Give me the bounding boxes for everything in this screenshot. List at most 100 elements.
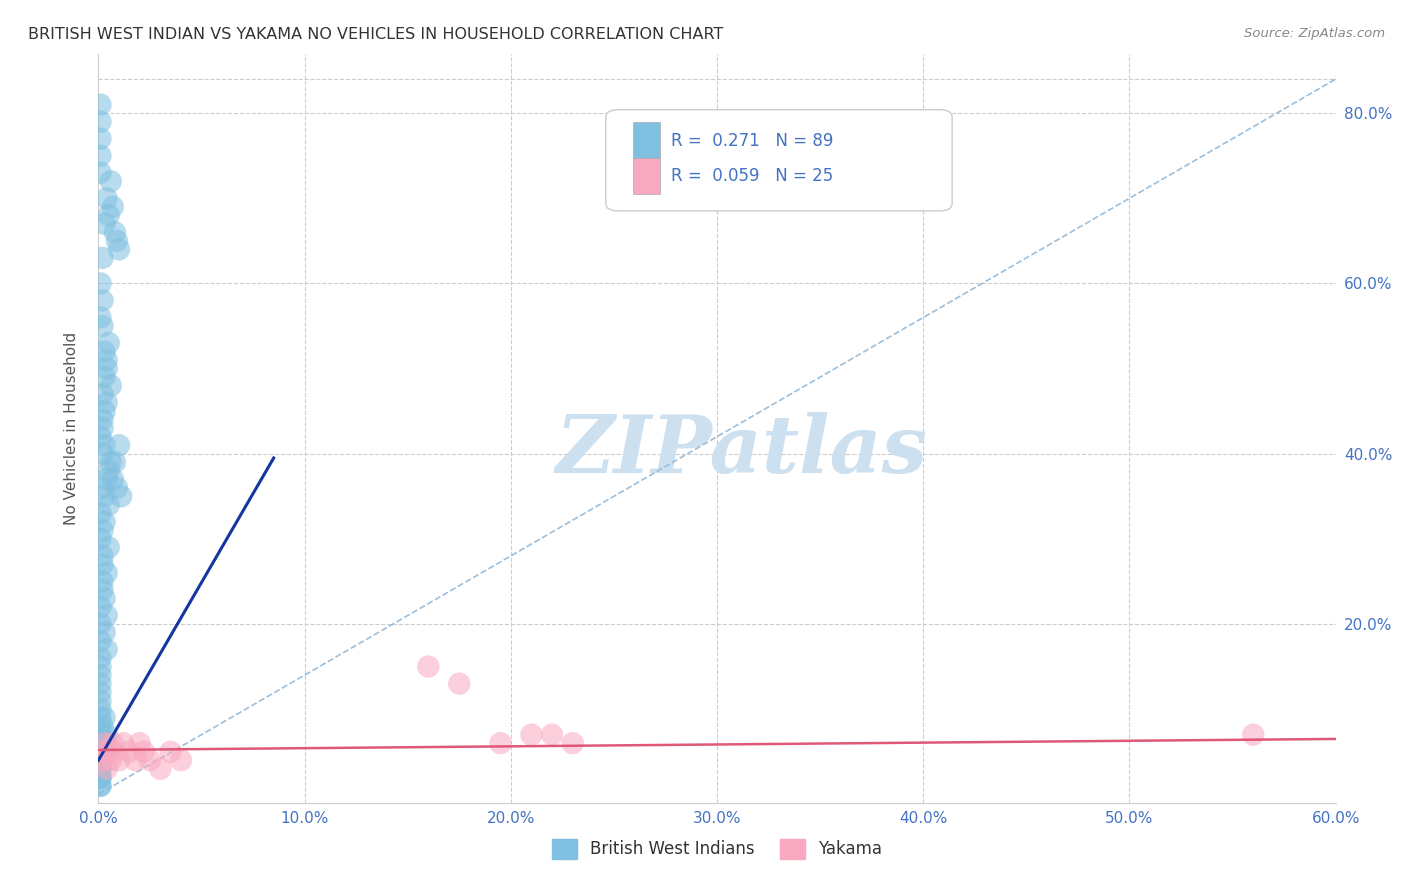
Point bbox=[96, 728, 118, 742]
Point bbox=[91, 745, 114, 759]
Point bbox=[89, 277, 111, 291]
Y-axis label: No Vehicles in Household: No Vehicles in Household bbox=[65, 332, 79, 524]
Text: R =  0.059   N = 25: R = 0.059 N = 25 bbox=[671, 168, 834, 186]
Point bbox=[89, 753, 111, 767]
Point bbox=[100, 378, 122, 392]
Point bbox=[100, 174, 122, 188]
Text: R =  0.271   N = 89: R = 0.271 N = 89 bbox=[671, 132, 834, 150]
Point bbox=[89, 131, 111, 145]
Point bbox=[89, 693, 111, 707]
Point bbox=[89, 745, 111, 759]
Point bbox=[89, 114, 111, 128]
Point bbox=[89, 762, 111, 776]
Point bbox=[93, 404, 115, 418]
Point bbox=[89, 711, 111, 725]
Point bbox=[89, 532, 111, 546]
Point bbox=[89, 149, 111, 163]
Point bbox=[96, 361, 118, 376]
Point bbox=[91, 549, 114, 563]
Point bbox=[561, 736, 583, 750]
Point bbox=[97, 745, 120, 759]
Point bbox=[101, 472, 124, 486]
Point bbox=[93, 736, 115, 750]
Point bbox=[89, 762, 111, 776]
Point bbox=[89, 430, 111, 444]
Point bbox=[91, 251, 114, 265]
Point bbox=[91, 387, 114, 401]
Point bbox=[104, 745, 127, 759]
Point bbox=[89, 719, 111, 733]
Point bbox=[91, 318, 114, 333]
FancyBboxPatch shape bbox=[606, 110, 952, 211]
Point bbox=[96, 566, 118, 580]
Point bbox=[89, 685, 111, 699]
Point bbox=[89, 753, 111, 767]
Point bbox=[89, 779, 111, 793]
Point bbox=[91, 582, 114, 597]
Point bbox=[110, 489, 132, 503]
Point bbox=[449, 676, 471, 690]
Point bbox=[89, 745, 111, 759]
Point bbox=[96, 395, 118, 409]
Point bbox=[489, 736, 512, 750]
Point bbox=[96, 642, 118, 657]
Point bbox=[93, 370, 115, 384]
Point bbox=[89, 97, 111, 112]
Point bbox=[91, 558, 114, 572]
Point bbox=[89, 166, 111, 180]
Point bbox=[89, 728, 111, 742]
Point bbox=[520, 728, 543, 742]
Point bbox=[89, 659, 111, 673]
Point bbox=[89, 310, 111, 325]
Point bbox=[418, 659, 440, 673]
Point bbox=[93, 515, 115, 529]
Point bbox=[91, 481, 114, 495]
Point bbox=[89, 668, 111, 682]
Point bbox=[97, 336, 120, 351]
Point bbox=[89, 736, 111, 750]
Point bbox=[89, 770, 111, 784]
Point bbox=[101, 736, 124, 750]
Point bbox=[89, 634, 111, 648]
Point bbox=[149, 762, 172, 776]
Text: BRITISH WEST INDIAN VS YAKAMA NO VEHICLES IN HOUSEHOLD CORRELATION CHART: BRITISH WEST INDIAN VS YAKAMA NO VEHICLE… bbox=[28, 27, 724, 42]
Point bbox=[104, 455, 127, 469]
Point bbox=[89, 702, 111, 716]
Point bbox=[93, 438, 115, 452]
Point bbox=[139, 753, 162, 767]
Point bbox=[97, 541, 120, 555]
Point bbox=[96, 191, 118, 205]
Point bbox=[124, 753, 146, 767]
Point bbox=[104, 225, 127, 239]
Point bbox=[1241, 728, 1264, 742]
Point bbox=[108, 438, 131, 452]
Text: ZIPatlas: ZIPatlas bbox=[555, 412, 928, 490]
Point bbox=[89, 770, 111, 784]
Point bbox=[91, 719, 114, 733]
Point bbox=[97, 208, 120, 222]
Point bbox=[105, 234, 128, 248]
Point bbox=[93, 489, 115, 503]
Point bbox=[132, 745, 155, 759]
Point bbox=[89, 728, 111, 742]
Point bbox=[91, 447, 114, 461]
Point bbox=[108, 243, 131, 257]
Point bbox=[97, 464, 120, 478]
Point bbox=[541, 728, 564, 742]
Point bbox=[118, 745, 141, 759]
Point bbox=[93, 591, 115, 606]
Point bbox=[89, 617, 111, 632]
Point bbox=[89, 770, 111, 784]
Point bbox=[91, 574, 114, 589]
Point bbox=[93, 736, 115, 750]
Point bbox=[96, 472, 118, 486]
Point bbox=[89, 599, 111, 614]
Point bbox=[89, 762, 111, 776]
Point bbox=[101, 200, 124, 214]
Point bbox=[89, 651, 111, 665]
Point bbox=[170, 753, 193, 767]
Point bbox=[91, 421, 114, 435]
Point bbox=[93, 344, 115, 359]
Point bbox=[91, 412, 114, 426]
FancyBboxPatch shape bbox=[633, 122, 661, 159]
